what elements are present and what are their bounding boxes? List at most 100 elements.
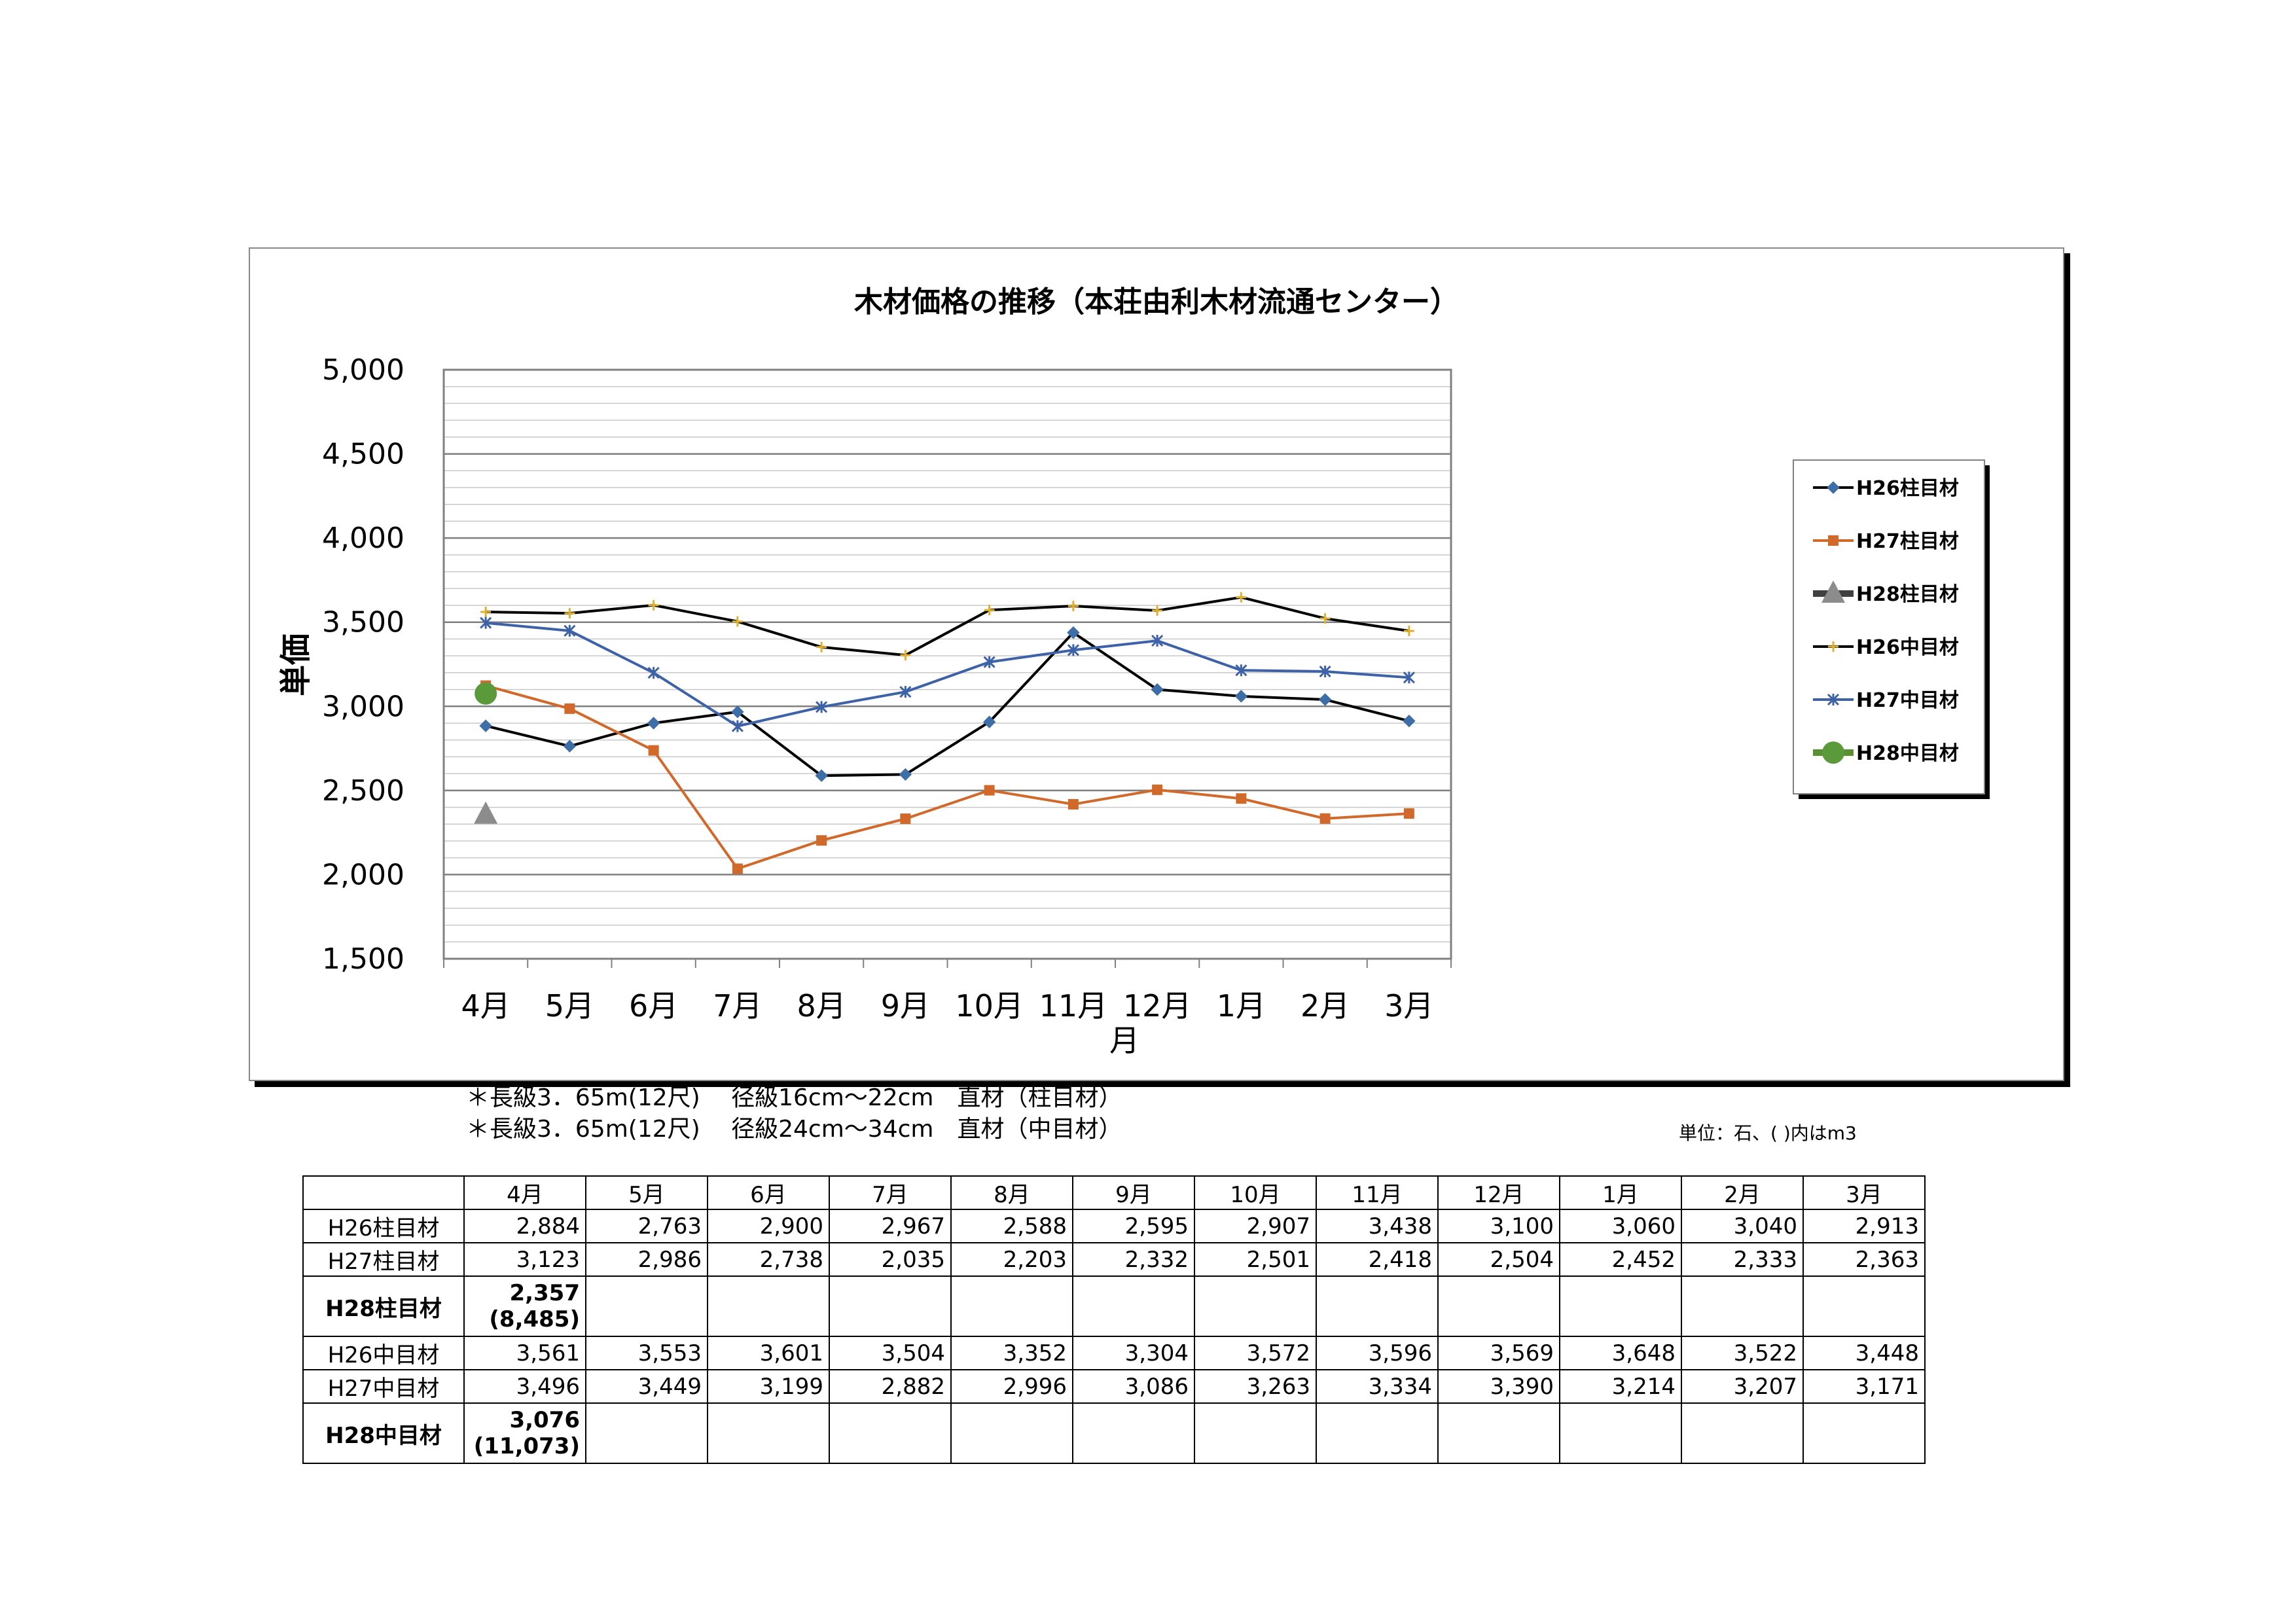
- table-cell: 3,040: [1681, 1209, 1804, 1243]
- data-point: [732, 616, 743, 627]
- table-cell: 2,763: [585, 1209, 708, 1243]
- y-tick-label: 1,500: [322, 942, 404, 976]
- x-tick-label: 7月: [713, 988, 762, 1024]
- data-point: [1152, 605, 1163, 616]
- series-line: [486, 596, 1410, 657]
- x-tick-label: 8月: [797, 988, 846, 1024]
- table-cell: 2,452: [1559, 1242, 1682, 1277]
- data-point: [564, 703, 575, 714]
- chart-title: 木材価格の推移（本荘由利木材流通センター）: [854, 285, 1459, 319]
- table-cell: 2,501: [1194, 1242, 1317, 1277]
- y-tick-label: 4,500: [322, 438, 404, 471]
- table-row-label: H28柱目材: [302, 1275, 465, 1337]
- legend-swatch-marker: [1822, 741, 1844, 764]
- table-cell: 2,738: [707, 1242, 830, 1277]
- table-cell: [1194, 1402, 1317, 1464]
- legend-label: H28柱目材: [1856, 583, 1959, 606]
- table-cell: 3,352: [950, 1336, 1073, 1370]
- data-point: [1403, 808, 1414, 819]
- table-cell: [1681, 1402, 1804, 1464]
- table-cell: 3,553: [585, 1336, 708, 1370]
- table-cell: 2,882: [829, 1369, 952, 1404]
- table-row-label: H26柱目材: [302, 1209, 465, 1243]
- y-tick-label: 2,000: [322, 858, 404, 891]
- table-month-header: 7月: [829, 1175, 952, 1210]
- table-cell: 3,504: [829, 1336, 952, 1370]
- data-point: [983, 656, 996, 668]
- data-point: [564, 608, 575, 619]
- legend-swatch-marker: [1828, 641, 1839, 652]
- legend-item: H28柱目材: [1813, 580, 1959, 606]
- data-point: [899, 686, 912, 698]
- table-cell: 3,596: [1316, 1336, 1439, 1370]
- table-cell: 2,333: [1681, 1242, 1804, 1277]
- table-cell: 3,561: [463, 1336, 586, 1370]
- table-cell: [1072, 1402, 1195, 1464]
- series-5: [480, 616, 1415, 732]
- data-point: [731, 705, 744, 719]
- table-cell: 3,086: [1072, 1369, 1195, 1404]
- legend-label: H26柱目材: [1856, 477, 1959, 500]
- table-cell: 3,648: [1559, 1336, 1682, 1370]
- data-point: [899, 768, 912, 781]
- y-tick-label: 3,500: [322, 606, 404, 639]
- legend-box: [1793, 459, 1985, 794]
- table-month-header: 2月: [1681, 1175, 1804, 1210]
- table-row: H26中目材 3,561 3,553 3,601 3,504 3,352 3,304 3,57…: [302, 1336, 1926, 1370]
- table-row: H27中目材 3,496 3,449 3,199 2,882 2,996 3,086 3,26…: [302, 1369, 1926, 1404]
- table-cell: [950, 1402, 1073, 1464]
- data-point: [647, 667, 660, 679]
- data-point: [1319, 665, 1331, 678]
- x-tick-label: 5月: [545, 988, 594, 1024]
- data-point: [1403, 671, 1415, 684]
- data-point: [816, 641, 827, 652]
- unit-note: 単位：石、( )内はm3: [1679, 1122, 1857, 1144]
- table-cell: [1803, 1402, 1926, 1464]
- x-tick-label: 10月: [955, 988, 1024, 1024]
- data-point: [1236, 793, 1247, 804]
- table-cell: 3,214: [1559, 1369, 1682, 1404]
- table-cell: 3,438: [1316, 1209, 1439, 1243]
- data-point: [1235, 664, 1247, 677]
- table-month-header: 4月: [463, 1175, 586, 1210]
- table-cell: 3,199: [707, 1369, 830, 1404]
- table-cell: 3,522: [1681, 1336, 1804, 1370]
- table-month-header: 9月: [1072, 1175, 1195, 1210]
- table-row: H27柱目材 3,123 2,986 2,738 2,035 2,203 2,332 2,50…: [302, 1242, 1926, 1277]
- table-cell: 3,100: [1437, 1209, 1560, 1243]
- data-point: [900, 650, 911, 661]
- data-point: [1151, 634, 1164, 647]
- series-line: [485, 684, 1409, 870]
- data-point: [475, 682, 497, 705]
- table-cell: 2,996: [950, 1369, 1073, 1404]
- table-row-label: H27柱目材: [302, 1242, 465, 1277]
- table-cell: [829, 1402, 952, 1464]
- table-cell: 3,171: [1803, 1369, 1926, 1404]
- series-2: [480, 680, 1414, 874]
- legend-swatch-marker: [1821, 580, 1845, 603]
- table-month-header: 12月: [1437, 1175, 1560, 1210]
- table-cell: 3,601: [707, 1336, 830, 1370]
- data-point: [1319, 813, 1331, 824]
- data-point: [480, 607, 492, 618]
- table-cell: 2,357 (8,485): [463, 1275, 586, 1337]
- legend-item: H27柱目材: [1813, 530, 1959, 553]
- series-1: [479, 626, 1416, 782]
- table-month-header: 6月: [707, 1175, 830, 1210]
- series-3: [474, 801, 498, 824]
- data-point: [1067, 644, 1079, 656]
- y-axis-title: 単価: [278, 633, 314, 696]
- table-cell: 3,207: [1681, 1369, 1804, 1404]
- data-point: [731, 720, 744, 732]
- legend-label: H26中目材: [1856, 636, 1959, 659]
- price-table: 4月 5月 6月 7月 8月 9月 10月 11月 12月 1月 2月 3月 H26柱目材 2,884 2…: [302, 1175, 1926, 1464]
- x-tick-label: 1月: [1217, 988, 1266, 1024]
- table-cell: 3,496: [463, 1369, 586, 1404]
- data-point: [984, 785, 995, 796]
- data-point: [900, 813, 911, 825]
- table-row-label: H27中目材: [302, 1369, 465, 1404]
- series-line: [485, 621, 1410, 728]
- table-cell: 3,263: [1194, 1369, 1317, 1404]
- y-tick-label: 3,000: [322, 690, 404, 723]
- legend-item: H26中目材: [1813, 636, 1959, 659]
